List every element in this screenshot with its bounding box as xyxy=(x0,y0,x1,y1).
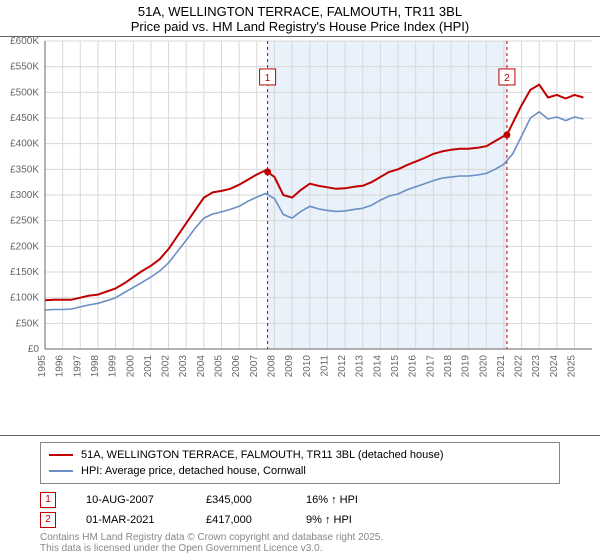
event-badge-1: 1 xyxy=(40,492,56,508)
svg-text:£350K: £350K xyxy=(10,164,39,175)
svg-text:2006: 2006 xyxy=(231,355,242,378)
svg-text:2002: 2002 xyxy=(161,355,172,378)
svg-text:2024: 2024 xyxy=(549,355,560,378)
svg-text:2013: 2013 xyxy=(355,355,366,378)
svg-text:2020: 2020 xyxy=(478,355,489,378)
svg-text:1: 1 xyxy=(265,73,271,84)
event-row-1: 1 10-AUG-2007 £345,000 16% ↑ HPI xyxy=(40,490,560,510)
svg-text:2018: 2018 xyxy=(443,355,454,378)
svg-text:2021: 2021 xyxy=(496,355,507,378)
svg-text:2008: 2008 xyxy=(266,355,277,378)
event-price-1: £345,000 xyxy=(206,490,276,510)
svg-text:£300K: £300K xyxy=(10,190,39,201)
svg-text:2016: 2016 xyxy=(408,355,419,378)
svg-text:1997: 1997 xyxy=(72,355,83,378)
title-line-1: 51A, WELLINGTON TERRACE, FALMOUTH, TR11 … xyxy=(0,4,600,19)
svg-text:1999: 1999 xyxy=(108,355,119,378)
svg-text:2004: 2004 xyxy=(196,355,207,378)
footer-line-2: This data is licensed under the Open Gov… xyxy=(40,543,560,554)
event-date-2: 01-MAR-2021 xyxy=(86,510,176,530)
svg-text:1996: 1996 xyxy=(55,355,66,378)
event-row-2: 2 01-MAR-2021 £417,000 9% ↑ HPI xyxy=(40,510,560,530)
legend-label-1: 51A, WELLINGTON TERRACE, FALMOUTH, TR11 … xyxy=(81,447,444,463)
footer-line-1: Contains HM Land Registry data © Crown c… xyxy=(40,532,560,543)
svg-text:£50K: £50K xyxy=(16,318,40,329)
svg-text:1998: 1998 xyxy=(90,355,101,378)
footer-attribution: Contains HM Land Registry data © Crown c… xyxy=(0,530,600,560)
chart-area: £0 £50K £100K £150K £200K £250K £300K £350K £400… xyxy=(0,36,600,436)
line-chart: £0 £50K £100K £150K £200K £250K £300K £350K £400… xyxy=(0,37,600,387)
svg-text:2011: 2011 xyxy=(319,355,330,377)
svg-text:£500K: £500K xyxy=(10,87,39,98)
legend-item-price-paid: 51A, WELLINGTON TERRACE, FALMOUTH, TR11 … xyxy=(49,447,551,463)
svg-text:£450K: £450K xyxy=(10,113,39,124)
legend-item-hpi: HPI: Average price, detached house, Corn… xyxy=(49,463,551,479)
svg-text:£200K: £200K xyxy=(10,241,39,252)
legend: 51A, WELLINGTON TERRACE, FALMOUTH, TR11 … xyxy=(0,436,600,486)
svg-text:2005: 2005 xyxy=(214,355,225,378)
svg-text:2: 2 xyxy=(504,73,510,84)
svg-text:2012: 2012 xyxy=(337,355,348,378)
svg-text:2007: 2007 xyxy=(249,355,260,378)
event-price-2: £417,000 xyxy=(206,510,276,530)
svg-text:£250K: £250K xyxy=(10,216,39,227)
svg-text:2019: 2019 xyxy=(461,355,472,378)
svg-text:2001: 2001 xyxy=(143,355,154,378)
svg-text:2022: 2022 xyxy=(514,355,525,378)
svg-text:2014: 2014 xyxy=(372,355,383,378)
event-pct-1: 16% ↑ HPI xyxy=(306,490,358,510)
title-line-2: Price paid vs. HM Land Registry's House … xyxy=(0,19,600,34)
svg-text:2015: 2015 xyxy=(390,355,401,378)
event-date-1: 10-AUG-2007 xyxy=(86,490,176,510)
svg-text:£600K: £600K xyxy=(10,37,39,47)
svg-text:£400K: £400K xyxy=(10,139,39,150)
svg-text:2010: 2010 xyxy=(302,355,313,378)
legend-swatch-1 xyxy=(49,454,73,456)
svg-text:2023: 2023 xyxy=(531,355,542,378)
chart-titles: 51A, WELLINGTON TERRACE, FALMOUTH, TR11 … xyxy=(0,0,600,36)
svg-text:2025: 2025 xyxy=(567,355,578,378)
legend-label-2: HPI: Average price, detached house, Corn… xyxy=(81,463,306,479)
svg-text:2003: 2003 xyxy=(178,355,189,378)
event-pct-2: 9% ↑ HPI xyxy=(306,510,352,530)
svg-text:£550K: £550K xyxy=(10,62,39,73)
svg-text:2017: 2017 xyxy=(425,355,436,378)
svg-text:2009: 2009 xyxy=(284,355,295,378)
svg-text:1995: 1995 xyxy=(37,355,48,378)
svg-text:£0: £0 xyxy=(28,344,40,355)
svg-text:2000: 2000 xyxy=(125,355,136,378)
svg-text:£150K: £150K xyxy=(10,267,39,278)
svg-text:£100K: £100K xyxy=(10,293,39,304)
legend-swatch-2 xyxy=(49,470,73,472)
price-events: 1 10-AUG-2007 £345,000 16% ↑ HPI 2 01-MA… xyxy=(0,486,600,530)
event-badge-2: 2 xyxy=(40,512,56,528)
